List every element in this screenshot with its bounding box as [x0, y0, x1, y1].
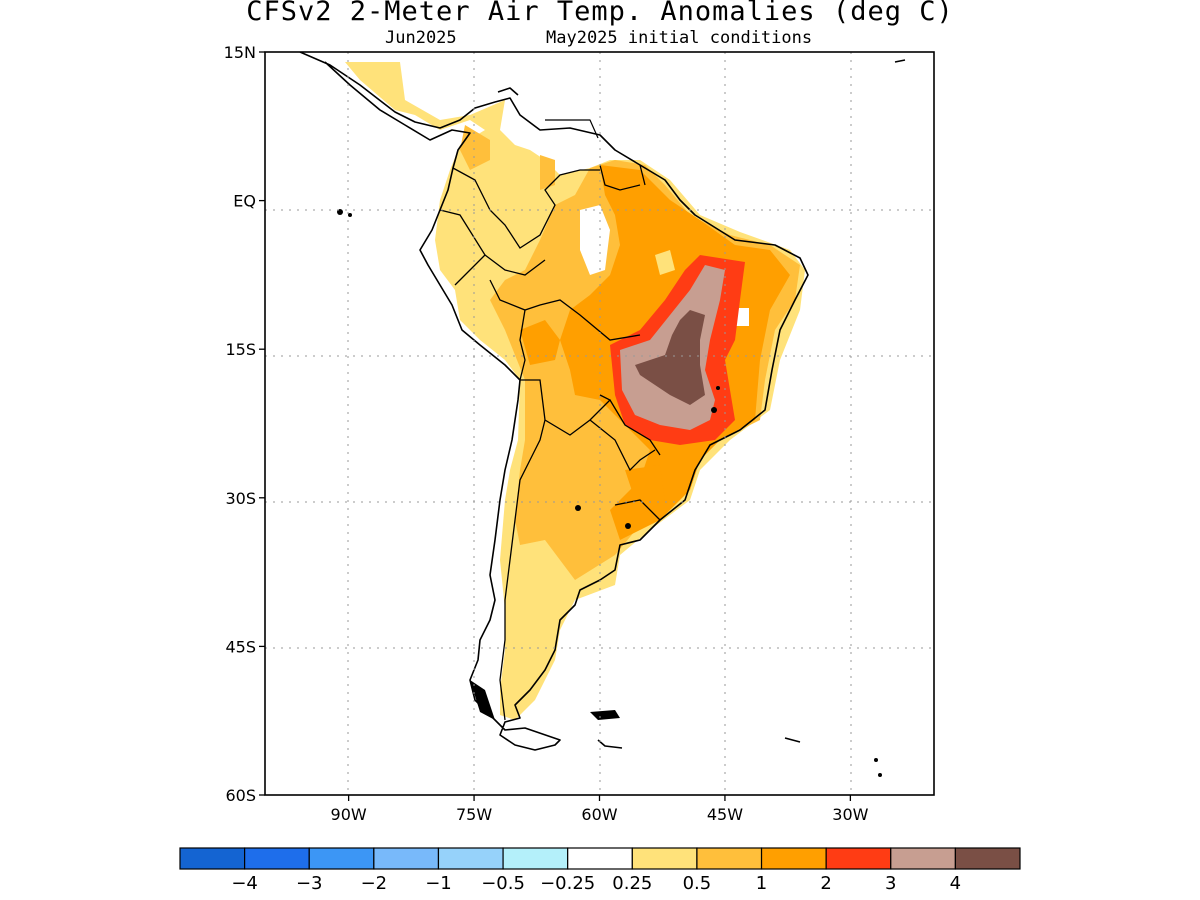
lat-tick-label: 15S	[225, 340, 256, 359]
lon-tick-label: 30W	[832, 805, 868, 824]
colorbar-label: 2	[820, 873, 831, 894]
colorbar-label: 0.5	[683, 873, 712, 894]
colorbar-swatch	[825, 847, 892, 870]
lat-tick-label: EQ	[233, 192, 256, 211]
colorbar: −4 −3 −2 −1 −0.5 −0.25 0.25 0.5 1 2 3 4	[179, 847, 1021, 894]
lon-tick-label: 75W	[456, 805, 492, 824]
colorbar-swatch	[308, 847, 375, 870]
map-title: CFSv2 2-Meter Air Temp. Anomalies (deg C…	[246, 0, 954, 27]
colorbar-swatch	[890, 847, 956, 870]
colorbar-swatch	[502, 847, 569, 870]
map-area	[265, 52, 934, 795]
lat-tick-label: 15N	[224, 43, 256, 62]
axis-ticks	[259, 51, 852, 801]
colorbar-label: 3	[885, 873, 896, 894]
anomaly-field-4	[635, 310, 705, 405]
lon-tick-label: 60W	[581, 805, 617, 824]
colorbar-swatch	[631, 847, 698, 870]
colorbar-label: 0.25	[612, 873, 652, 894]
initial-conditions-label: May2025 initial conditions	[546, 28, 813, 48]
lat-tick-label: 30S	[225, 489, 256, 508]
colorbar-label: −1	[425, 873, 452, 894]
country-borders	[439, 164, 661, 721]
colorbar-swatch	[567, 847, 633, 870]
colorbar-swatch	[696, 847, 763, 870]
axis-labels: 15N EQ 15S 30S 45S 60S 90W 75W 60W 45W 30W	[224, 43, 869, 824]
anomaly-field-near-zero	[580, 205, 749, 326]
colorbar-swatch	[760, 847, 827, 870]
colorbar-swatch	[373, 847, 440, 870]
lat-tick-label: 45S	[225, 637, 256, 656]
colorbar-swatch	[244, 847, 310, 870]
colorbar-swatch	[179, 847, 246, 870]
colorbar-label: −4	[231, 873, 258, 894]
colorbar-label: −3	[296, 873, 323, 894]
colorbar-label: −0.25	[540, 873, 595, 894]
colorbar-swatch	[954, 847, 1021, 870]
colorbar-label: 4	[950, 873, 961, 894]
lon-tick-label: 45W	[707, 805, 743, 824]
islands	[337, 209, 882, 777]
colorbar-label: 1	[756, 873, 767, 894]
colorbar-label: −0.5	[481, 873, 525, 894]
lon-tick-label: 90W	[331, 805, 367, 824]
colorbar-swatch	[437, 847, 504, 870]
colorbar-label: −2	[361, 873, 388, 894]
lat-tick-label: 60S	[225, 786, 256, 805]
valid-month-label: Jun2025	[385, 28, 457, 48]
